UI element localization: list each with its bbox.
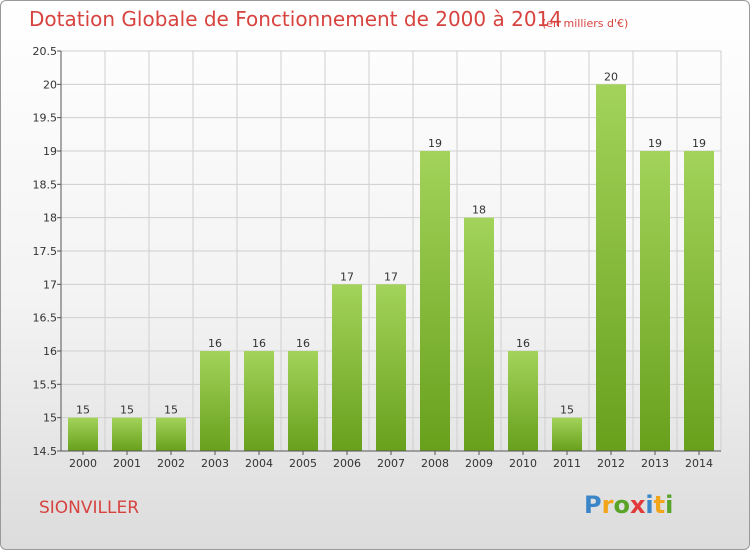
bar-2001[interactable] [112, 417, 142, 451]
bar-2005[interactable] [288, 351, 318, 451]
x-tick-label: 2008 [421, 457, 449, 470]
y-tick-label: 15 [43, 412, 57, 425]
chart-unit: (en milliers d'€) [542, 17, 629, 30]
y-tick-label: 20 [43, 78, 57, 91]
y-tick-label: 18 [43, 212, 57, 225]
bar-2007[interactable] [376, 284, 406, 451]
x-tick-label: 2012 [597, 457, 625, 470]
bar-2008[interactable] [420, 151, 450, 451]
y-tick-label: 14.5 [33, 445, 58, 458]
logo-letter: i [645, 491, 654, 519]
y-tick-label: 18.5 [33, 178, 58, 191]
x-tick-label: 2006 [333, 457, 361, 470]
y-tick-label: 16.5 [33, 312, 58, 325]
bar-2003[interactable] [200, 351, 230, 451]
value-label-2010: 16 [516, 337, 530, 350]
x-tick-label: 2001 [113, 457, 141, 470]
y-tick-label: 16 [43, 345, 57, 358]
value-label-2002: 15 [164, 404, 178, 417]
bar-2010[interactable] [508, 351, 538, 451]
value-label-2004: 16 [252, 337, 266, 350]
bar-2013[interactable] [640, 151, 670, 451]
value-label-2012: 20 [604, 70, 618, 83]
value-label-2001: 15 [120, 404, 134, 417]
bar-2009[interactable] [464, 217, 494, 451]
value-label-2003: 16 [208, 337, 222, 350]
x-tick-label: 2014 [685, 457, 713, 470]
chart-title: Dotation Globale de Fonctionnement de 20… [29, 7, 562, 31]
x-tick-label: 2002 [157, 457, 185, 470]
bar-2004[interactable] [244, 351, 274, 451]
bar-2011[interactable] [552, 417, 582, 451]
value-label-2005: 16 [296, 337, 310, 350]
bar-2000[interactable] [68, 417, 98, 451]
x-tick-label: 2004 [245, 457, 273, 470]
value-label-2007: 17 [384, 270, 398, 283]
axes [57, 50, 721, 455]
value-label-2009: 18 [472, 204, 486, 217]
x-tick-label: 2011 [553, 457, 581, 470]
y-tick-label: 20.5 [33, 45, 58, 58]
proxiti-logo[interactable]: Proxiti [584, 491, 673, 519]
logo-letter: x [629, 491, 646, 519]
commune-name: SIONVILLER [39, 498, 140, 518]
y-tick-label: 19.5 [33, 112, 58, 125]
bar-2006[interactable] [332, 284, 362, 451]
x-tick-label: 2007 [377, 457, 405, 470]
x-tick-label: 2005 [289, 457, 317, 470]
logo-letter: r [601, 491, 614, 519]
y-tick-label: 19 [43, 145, 57, 158]
bar-2014[interactable] [684, 151, 714, 451]
value-label-2014: 19 [692, 137, 706, 150]
x-tick-label: 2009 [465, 457, 493, 470]
value-label-2013: 19 [648, 137, 662, 150]
value-label-2000: 15 [76, 404, 90, 417]
logo-letter: t [653, 491, 666, 519]
y-tick-label: 15.5 [33, 378, 58, 391]
labels: 14.5 15 15.5 16 16.5 17 17.5 18 18.5 19 19.5 20 20.5… [33, 45, 714, 470]
bar-2002[interactable] [156, 417, 186, 451]
value-label-2011: 15 [560, 404, 574, 417]
logo-letter: P [584, 491, 602, 519]
value-label-2006: 17 [340, 270, 354, 283]
x-tick-label: 2000 [69, 457, 97, 470]
x-tick-label: 2013 [641, 457, 669, 470]
value-label-2008: 19 [428, 137, 442, 150]
bar-2012[interactable] [596, 84, 626, 451]
bars [68, 84, 714, 451]
x-tick-label: 2010 [509, 457, 537, 470]
y-tick-label: 17 [43, 278, 57, 291]
logo-letter: i [665, 491, 674, 519]
y-tick-label: 17.5 [33, 245, 58, 258]
x-tick-label: 2003 [201, 457, 229, 470]
logo-letter: o [613, 491, 630, 519]
